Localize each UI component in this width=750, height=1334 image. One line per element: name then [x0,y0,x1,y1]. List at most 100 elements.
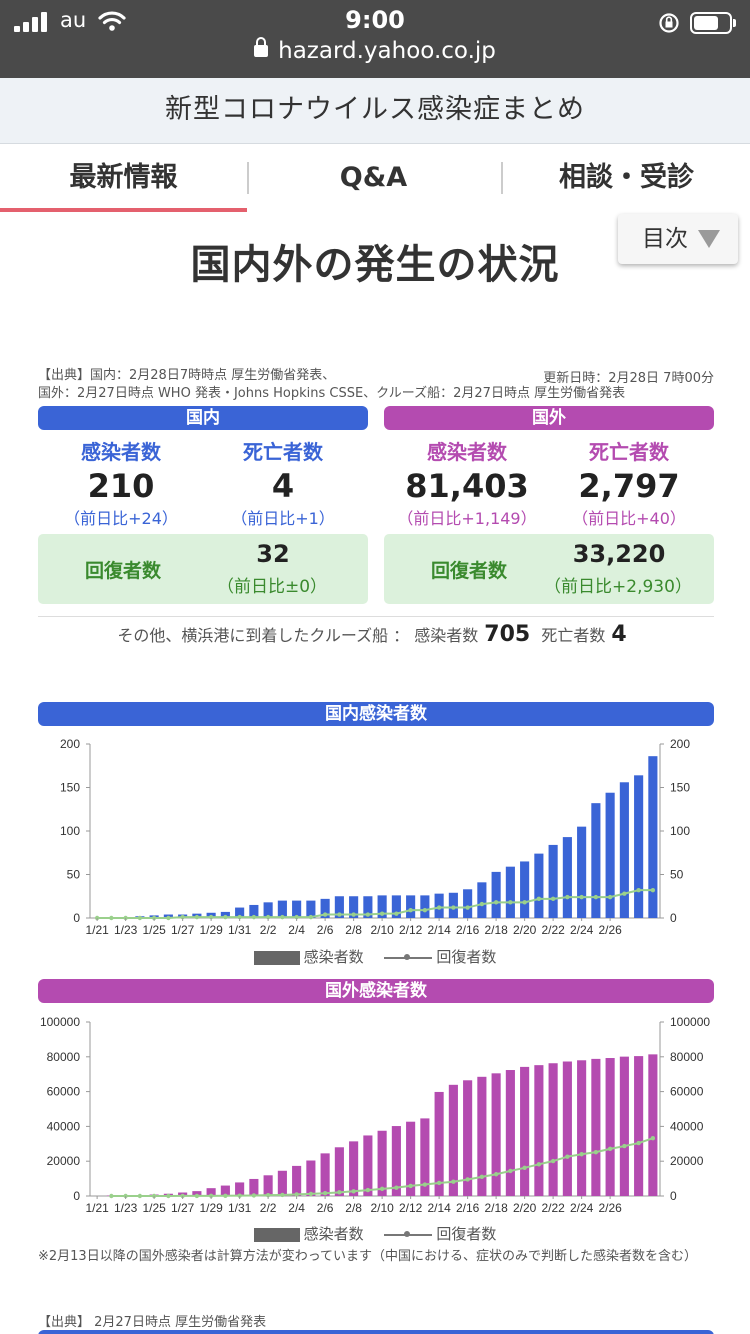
overseas-infected-label: 感染者数 [427,440,507,464]
infected-bar [406,895,416,918]
infected-bar [591,803,601,918]
x-tick-label: 1/29 [199,923,223,937]
tab-qa[interactable]: Q&A [339,162,408,193]
overseas-infected: 感染者数 81,403 （前日比+1,149） [392,436,542,529]
recovered-point [536,1162,542,1167]
updated-time: 更新日時：2月28日 7時00分 [543,371,714,386]
rotation-lock-icon [659,13,679,33]
domestic-deaths-diff: （前日比+1） [231,509,335,528]
cruise-infected-value: 705 [484,622,531,647]
divider [38,616,714,617]
recovered-point [109,915,114,921]
infected-bar [548,1063,558,1196]
legend-bar-label: 感染者数 [303,1225,364,1243]
recovered-point [465,1177,470,1182]
y-tick-label: 20000 [670,1154,704,1168]
cruise-text: その他、横浜港に到着したクルーズ船 ： [117,626,410,645]
overseas-deaths-diff: （前日比+40） [572,509,686,528]
infected-bar [377,895,387,918]
y-tick-label: 50 [67,868,81,882]
source-note-2: 【出典】 2月27日時点 厚生労働省発表 [38,1315,267,1330]
infected-bar [363,896,373,918]
y-tick-label: 60000 [47,1085,81,1099]
recovered-point [137,915,143,921]
toc-button[interactable]: 目次 [618,214,738,264]
recovered-point [166,915,171,921]
x-tick-label: 2/4 [288,1201,305,1215]
y-tick-label: 80000 [670,1050,704,1064]
carrier-name: au [60,8,87,32]
x-tick-label: 1/25 [142,923,166,937]
recovered-point [493,900,499,905]
recovered-point [650,1135,656,1141]
infected-bar [277,900,287,918]
infected-bar [220,1185,230,1196]
address-bar[interactable]: hazard.yahoo.co.jp [0,37,750,64]
infected-bar [377,1130,387,1196]
recovered-point [636,1140,641,1146]
overseas-chart-title: 国外感染者数 [38,979,714,1003]
recovered-point [451,905,456,910]
y-tick-label: 0 [73,911,80,925]
infected-bar [292,1165,302,1196]
x-tick-label: 2/22 [541,1201,565,1215]
x-tick-label: 1/31 [228,1201,252,1215]
recovered-point [208,914,214,920]
recovered-point [194,1193,200,1199]
tab-consultation[interactable]: 相談・受診 [559,162,694,193]
recovered-point [223,1193,228,1198]
browser-chrome: au 9:00 hazard.yahoo.co.jp [0,0,750,78]
y-tick-label: 60000 [670,1085,704,1099]
overseas-recovered-diff: （前日比+2,930） [544,577,692,597]
infected-bar [605,1058,615,1196]
overseas-deaths-value: 2,797 [578,467,680,505]
recovered-point [265,914,271,920]
recovered-point [337,1190,342,1195]
y-tick-label: 200 [670,737,690,751]
recovered-point [408,1183,413,1189]
legend-bar-label: 感染者数 [303,948,364,966]
overseas-recovered-value: 33,220 [572,540,666,568]
y-tick-label: 200 [60,737,80,751]
infected-bar [505,866,515,918]
recovered-point [251,914,257,920]
infected-bar [491,1073,501,1196]
x-tick-label: 2/18 [484,923,508,937]
method-change-note: ※2月13日以降の国外感染者は計算方法が変わっています（中国における、症状のみで… [38,1249,698,1264]
infected-bar [420,1118,430,1196]
recovered-point [550,1158,556,1164]
page-title: 国内外の発生の状況 [190,242,560,288]
recovered-point [180,914,185,920]
overseas-infected-value: 81,403 [405,467,529,505]
recovered-point [109,1193,114,1199]
y-tick-label: 0 [670,911,677,925]
recovered-point [237,1193,242,1198]
recovered-point [650,887,656,893]
infected-bar [634,775,644,918]
y-tick-label: 50 [670,868,684,882]
tab-divider [247,162,249,194]
triangle-down-icon [698,230,720,248]
overseas-recovered: 回復者数 33,220 （前日比+2,930） [384,534,714,604]
infected-bar [334,896,344,918]
recovered-point [351,912,356,917]
infected-bar [420,895,430,918]
y-tick-label: 0 [73,1189,80,1203]
infected-bar [263,1175,273,1196]
toc-label: 目次 [642,226,688,252]
x-tick-label: 2/4 [288,923,305,937]
y-tick-label: 150 [60,781,80,795]
infected-bar [292,900,302,918]
overseas-heading: 国外 [384,406,714,430]
x-tick-label: 2/6 [317,923,334,937]
y-tick-label: 150 [670,781,690,795]
x-tick-label: 1/23 [114,1201,138,1215]
recovered-point [265,1192,271,1198]
x-tick-label: 2/16 [456,1201,480,1215]
overseas-chart: 0 0 20000 20000 40000 40000 60000 60000 80000 800… [0,1008,750,1218]
tab-latest-info[interactable]: 最新情報 [0,144,247,212]
x-tick-label: 1/23 [114,923,138,937]
recovered-point [636,887,641,893]
infected-bar [520,1066,530,1196]
recovered-point [365,912,371,917]
